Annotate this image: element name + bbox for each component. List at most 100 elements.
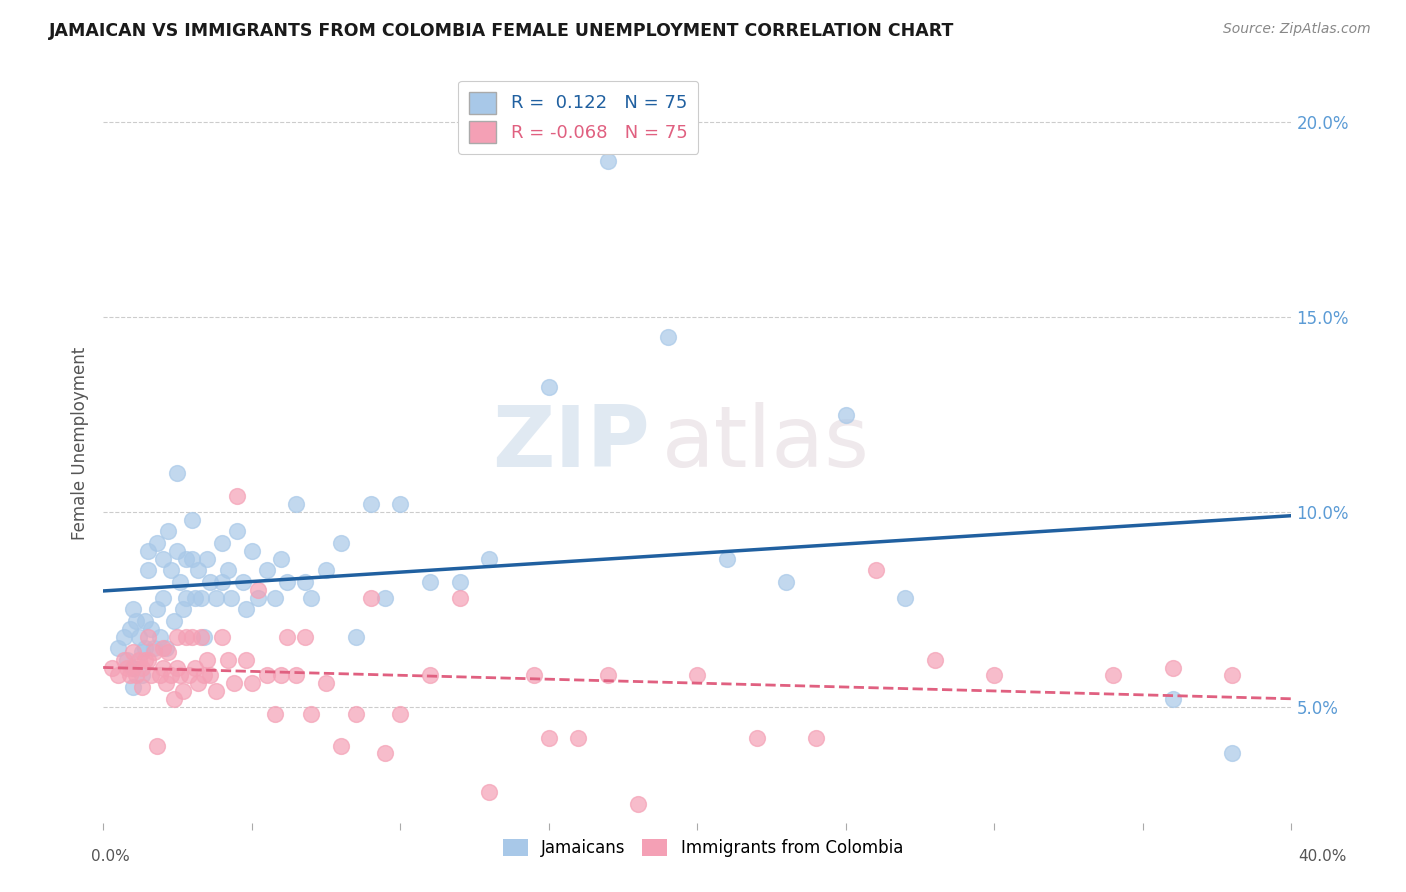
Point bbox=[299, 707, 322, 722]
Point bbox=[139, 622, 162, 636]
Point bbox=[134, 641, 156, 656]
Point bbox=[148, 630, 170, 644]
Point bbox=[419, 668, 441, 682]
Point bbox=[160, 563, 183, 577]
Point bbox=[211, 536, 233, 550]
Point bbox=[235, 602, 257, 616]
Point bbox=[225, 524, 247, 539]
Point bbox=[686, 668, 709, 682]
Point bbox=[835, 408, 858, 422]
Text: Source: ZipAtlas.com: Source: ZipAtlas.com bbox=[1223, 22, 1371, 37]
Point bbox=[157, 645, 180, 659]
Point bbox=[181, 630, 204, 644]
Point bbox=[449, 591, 471, 605]
Text: ZIP: ZIP bbox=[492, 402, 650, 485]
Point bbox=[181, 513, 204, 527]
Point bbox=[121, 661, 143, 675]
Point bbox=[112, 630, 135, 644]
Point bbox=[139, 668, 162, 682]
Point bbox=[270, 668, 292, 682]
Y-axis label: Female Unemployment: Female Unemployment bbox=[72, 347, 89, 541]
Point bbox=[181, 551, 204, 566]
Point bbox=[163, 614, 186, 628]
Point bbox=[121, 645, 143, 659]
Point bbox=[121, 680, 143, 694]
Point bbox=[299, 591, 322, 605]
Point bbox=[155, 676, 177, 690]
Text: JAMAICAN VS IMMIGRANTS FROM COLOMBIA FEMALE UNEMPLOYMENT CORRELATION CHART: JAMAICAN VS IMMIGRANTS FROM COLOMBIA FEM… bbox=[49, 22, 955, 40]
Point bbox=[389, 707, 412, 722]
Point bbox=[205, 591, 228, 605]
Point bbox=[179, 668, 201, 682]
Point bbox=[285, 497, 308, 511]
Point bbox=[125, 614, 148, 628]
Point bbox=[131, 680, 153, 694]
Point bbox=[195, 551, 218, 566]
Point bbox=[276, 630, 298, 644]
Point bbox=[523, 668, 546, 682]
Point bbox=[134, 614, 156, 628]
Point bbox=[131, 668, 153, 682]
Point bbox=[567, 731, 589, 745]
Point bbox=[270, 551, 292, 566]
Point bbox=[294, 630, 316, 644]
Point bbox=[118, 668, 141, 682]
Point bbox=[128, 653, 150, 667]
Point bbox=[1220, 747, 1243, 761]
Point bbox=[924, 653, 946, 667]
Point bbox=[315, 563, 337, 577]
Point bbox=[1161, 661, 1184, 675]
Point bbox=[217, 563, 239, 577]
Point bbox=[983, 668, 1005, 682]
Point bbox=[136, 630, 159, 644]
Point bbox=[128, 630, 150, 644]
Point bbox=[256, 668, 278, 682]
Point bbox=[276, 574, 298, 589]
Point bbox=[155, 641, 177, 656]
Point bbox=[598, 154, 620, 169]
Point bbox=[166, 661, 188, 675]
Point bbox=[478, 551, 501, 566]
Point bbox=[169, 668, 191, 682]
Point bbox=[148, 668, 170, 682]
Point bbox=[315, 676, 337, 690]
Point bbox=[285, 668, 308, 682]
Point bbox=[107, 668, 129, 682]
Point bbox=[419, 574, 441, 589]
Point bbox=[537, 380, 560, 394]
Legend: Jamaicans, Immigrants from Colombia: Jamaicans, Immigrants from Colombia bbox=[496, 832, 910, 864]
Point bbox=[152, 551, 174, 566]
Point bbox=[256, 563, 278, 577]
Point bbox=[142, 645, 165, 659]
Point bbox=[627, 797, 650, 811]
Point bbox=[187, 563, 209, 577]
Point bbox=[374, 747, 396, 761]
Point bbox=[131, 645, 153, 659]
Point bbox=[235, 653, 257, 667]
Point bbox=[360, 497, 382, 511]
Point bbox=[360, 591, 382, 605]
Point bbox=[389, 497, 412, 511]
Point bbox=[198, 668, 221, 682]
Point bbox=[329, 739, 352, 753]
Point bbox=[190, 630, 212, 644]
Point bbox=[184, 661, 207, 675]
Point bbox=[176, 551, 198, 566]
Point bbox=[225, 489, 247, 503]
Point bbox=[136, 563, 159, 577]
Point bbox=[344, 707, 367, 722]
Point bbox=[107, 641, 129, 656]
Point bbox=[716, 551, 738, 566]
Text: atlas: atlas bbox=[662, 402, 870, 485]
Point bbox=[537, 731, 560, 745]
Point bbox=[240, 676, 263, 690]
Point bbox=[264, 707, 287, 722]
Point bbox=[246, 591, 269, 605]
Point bbox=[449, 574, 471, 589]
Point bbox=[1102, 668, 1125, 682]
Point bbox=[145, 602, 167, 616]
Point bbox=[118, 622, 141, 636]
Point bbox=[163, 691, 186, 706]
Point bbox=[374, 591, 396, 605]
Point bbox=[115, 661, 138, 675]
